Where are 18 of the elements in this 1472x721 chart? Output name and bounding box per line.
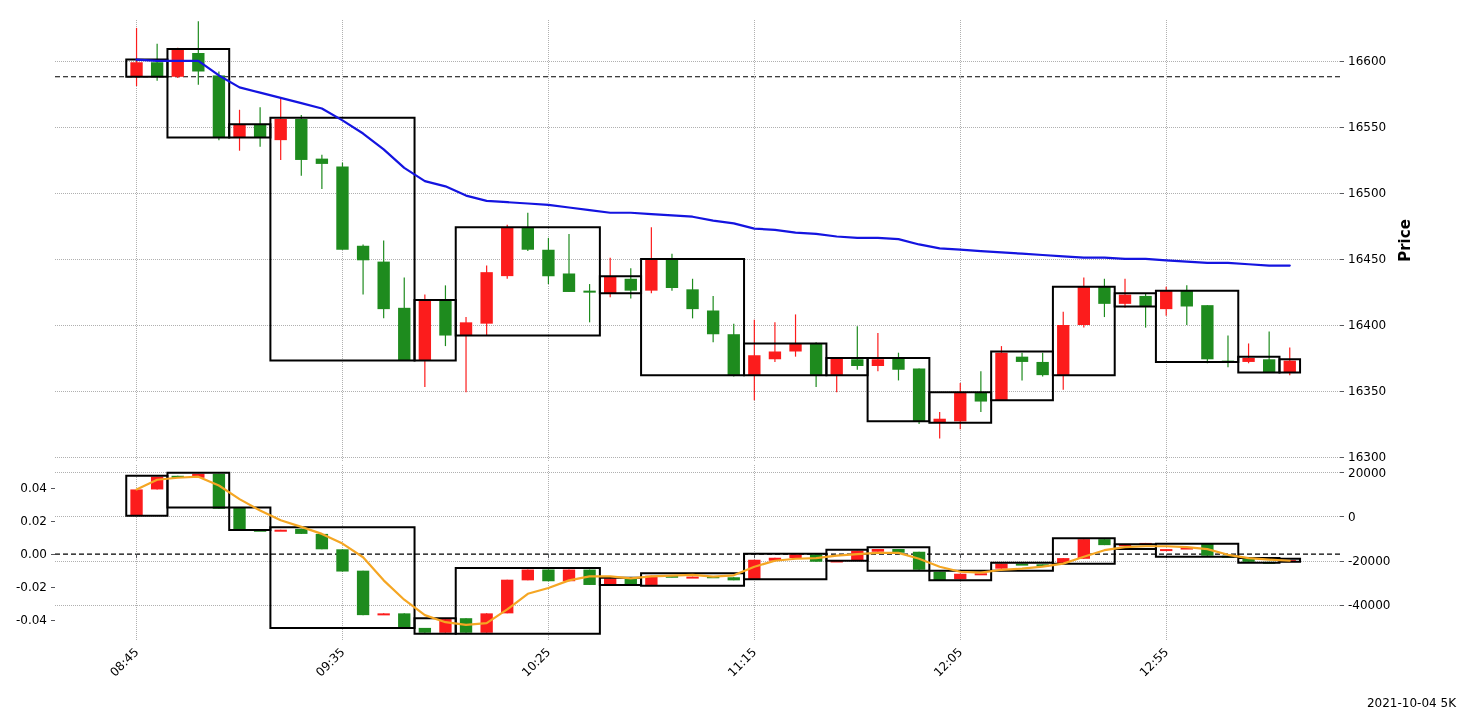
y-tick-label: 16450 [1348,251,1387,266]
y-tick-label: 0.04 [20,481,47,496]
y2-tick-label: 0 [1348,509,1356,524]
y-tick-label: 16600 [1348,53,1387,68]
y-tick-label: 0.00 [20,547,47,562]
y-axis-title: Price [1395,219,1414,262]
y-tick-label: 16350 [1348,383,1387,398]
y2-tick-label: -20000 [1348,553,1391,568]
y2-tick-label: -40000 [1348,597,1391,612]
y-tick-label: -0.02 [15,580,47,595]
y-tick-label: 0.02 [20,514,47,529]
y-tick-label: 16300 [1348,450,1387,464]
y-tick-label: 16400 [1348,317,1387,332]
text: 2021-10-04 5K [1366,696,1458,710]
y-tick-label: -0.04 [15,613,47,628]
y2-tick-label: 20000 [1348,465,1387,480]
y-tick-label: 16500 [1348,185,1387,200]
y-tick-label: 16550 [1348,119,1387,134]
